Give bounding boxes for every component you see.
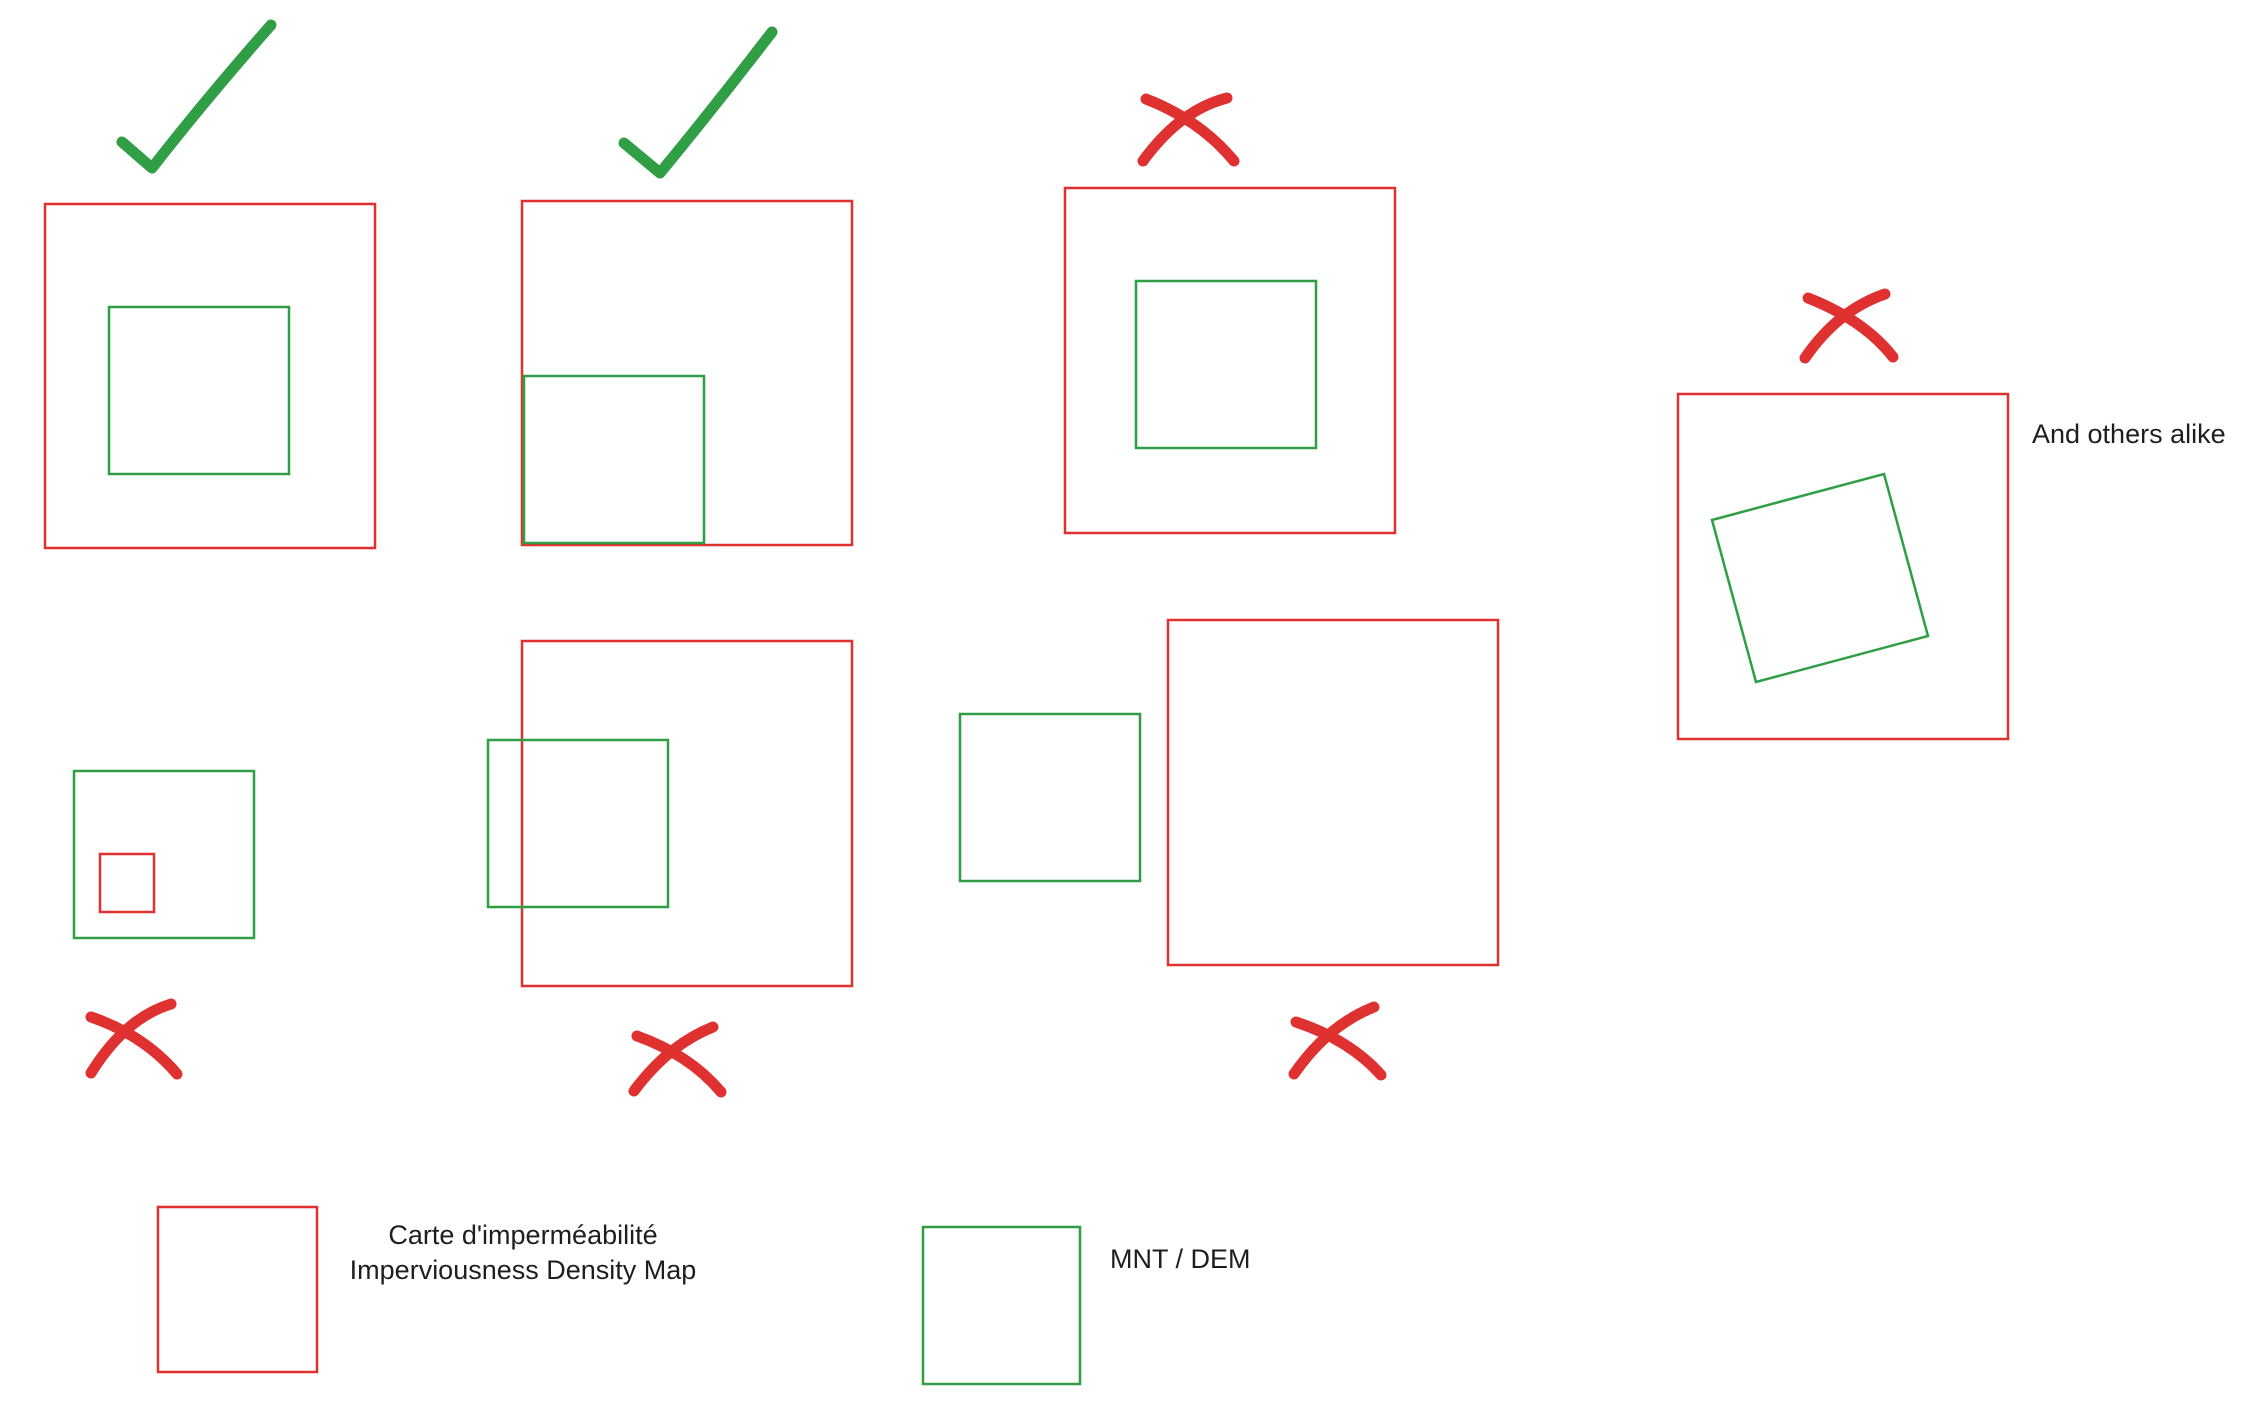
density-map-box bbox=[98, 852, 156, 914]
dem-box bbox=[72, 769, 256, 940]
density-map-box bbox=[1166, 618, 1500, 967]
density-map-box bbox=[43, 202, 377, 550]
cross-icon bbox=[85, 998, 183, 1080]
case-green-partially-overlapping-red bbox=[486, 639, 854, 1098]
cross-icon bbox=[628, 1021, 727, 1098]
dem-box bbox=[522, 374, 706, 545]
case-red-inside-green bbox=[72, 769, 256, 1080]
case-green-centered-inside-red bbox=[43, 19, 377, 550]
legend-density-map-line2: Imperviousness Density Map bbox=[349, 1255, 697, 1285]
dem-box-rotated bbox=[1710, 472, 1930, 684]
density-map-box bbox=[1063, 186, 1397, 535]
dem-box bbox=[958, 712, 1142, 883]
case-green-rotated-inside-red bbox=[1676, 288, 2010, 741]
case-green-outside-red bbox=[958, 618, 1500, 1081]
legend-dem-swatch bbox=[921, 1225, 1082, 1386]
density-map-box bbox=[520, 639, 854, 988]
check-icon bbox=[618, 26, 778, 179]
legend bbox=[156, 1205, 1082, 1386]
dem-box bbox=[107, 305, 291, 476]
legend-density-map-swatch bbox=[156, 1205, 319, 1374]
cross-icon bbox=[1288, 1001, 1387, 1081]
legend-density-map-label: Carte d'imperméabilité Imperviousness De… bbox=[333, 1218, 713, 1288]
case-green-in-corner-of-red bbox=[520, 26, 854, 547]
density-map-box bbox=[1676, 392, 2010, 741]
density-map-box bbox=[520, 199, 854, 547]
legend-density-map-line1: Carte d'imperméabilité bbox=[388, 1220, 658, 1250]
others-alike-annotation: And others alike bbox=[2032, 419, 2226, 449]
cross-icon bbox=[1137, 92, 1240, 167]
legend-dem-label: MNT / DEM bbox=[1110, 1244, 1251, 1274]
check-icon bbox=[116, 19, 277, 174]
case-green-inside-red-offset bbox=[1063, 92, 1397, 535]
dem-box bbox=[486, 738, 670, 909]
cross-icon bbox=[1799, 288, 1899, 364]
dem-box bbox=[1134, 279, 1318, 450]
